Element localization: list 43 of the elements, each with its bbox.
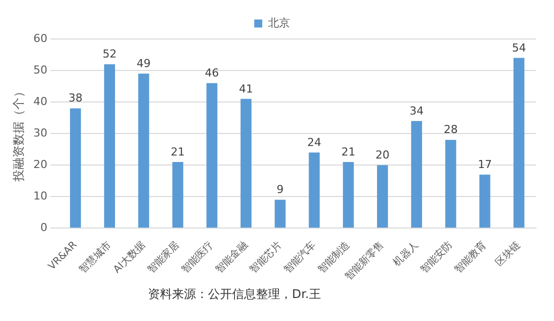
x-tick-label: 区块链 [493,238,523,269]
y-tick-label: 20 [33,158,48,171]
y-axis-title: 投融资数据（个） [11,86,26,183]
text: 资料来源：公开信息整理，Dr.王 [147,286,322,303]
bar [377,165,388,228]
data-label: 49 [136,57,151,70]
bar [479,174,490,228]
data-label: 41 [239,82,254,96]
bar [308,152,320,228]
bar [70,108,81,228]
data-label: 17 [478,158,492,171]
bar [172,162,184,228]
data-label: 9 [276,183,284,196]
data-label: 20 [375,148,390,162]
data-label: 21 [341,145,356,158]
bar [411,120,422,228]
bar [445,140,456,228]
data-label: 54 [512,41,526,54]
data-label: 24 [307,136,322,149]
y-tick-label: 10 [33,189,48,202]
data-label: 46 [204,66,219,80]
bar [206,83,218,228]
bar [274,200,286,228]
y-tick-label: 50 [33,63,48,76]
data-label: 52 [102,48,117,61]
y-tick-label: 40 [33,94,48,108]
x-tick-label: 智慧城市 [76,238,114,276]
bar [513,58,524,228]
data-label: 34 [410,104,424,118]
x-tick-label: 智能金融 [213,238,250,276]
bar [342,162,354,228]
y-tick-label: 60 [33,32,48,45]
x-tick-label: 智能医疗 [179,238,216,276]
legend-label: 北京 [268,16,290,30]
data-label: 28 [444,123,458,136]
data-label: 38 [68,92,82,105]
data-label: 21 [170,145,185,158]
bar [138,74,150,228]
y-tick-label: 0 [40,221,48,234]
y-tick-label: 30 [33,126,48,140]
bar [240,98,252,228]
x-tick-label: 智能教育 [452,238,489,276]
bar [104,64,116,228]
